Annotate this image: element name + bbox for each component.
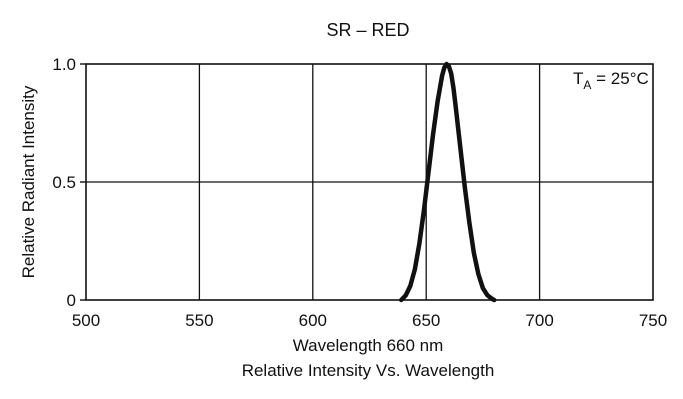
x-tick-label: 600	[299, 311, 327, 330]
annotation-subscript: A	[583, 78, 591, 92]
chart-caption: Relative Intensity Vs. Wavelength	[242, 361, 495, 380]
y-tick-label: 0.5	[52, 173, 76, 192]
y-tick-label: 0	[67, 291, 76, 310]
x-tick-label: 650	[412, 311, 440, 330]
grid	[86, 64, 653, 300]
chart-title: SR – RED	[326, 20, 409, 40]
x-tick-label: 550	[185, 311, 213, 330]
annotation: TA = 25°C	[573, 69, 649, 92]
x-axis-ticks: 500 550 600 650 700 750	[72, 311, 667, 330]
y-axis-ticks: 0 0.5 1.0	[52, 55, 86, 310]
series-layer	[399, 61, 497, 303]
y-axis-label: Relative Radiant Intensity	[19, 85, 38, 278]
x-tick-label: 700	[525, 311, 553, 330]
x-tick-label: 500	[72, 311, 100, 330]
x-axis-label: Wavelength 660 nm	[293, 336, 444, 355]
x-tick-label: 750	[639, 311, 667, 330]
series-line	[399, 61, 497, 303]
annotation-prefix: T	[573, 69, 583, 88]
y-tick-label: 1.0	[52, 55, 76, 74]
annotation-suffix: = 25°C	[591, 69, 648, 88]
